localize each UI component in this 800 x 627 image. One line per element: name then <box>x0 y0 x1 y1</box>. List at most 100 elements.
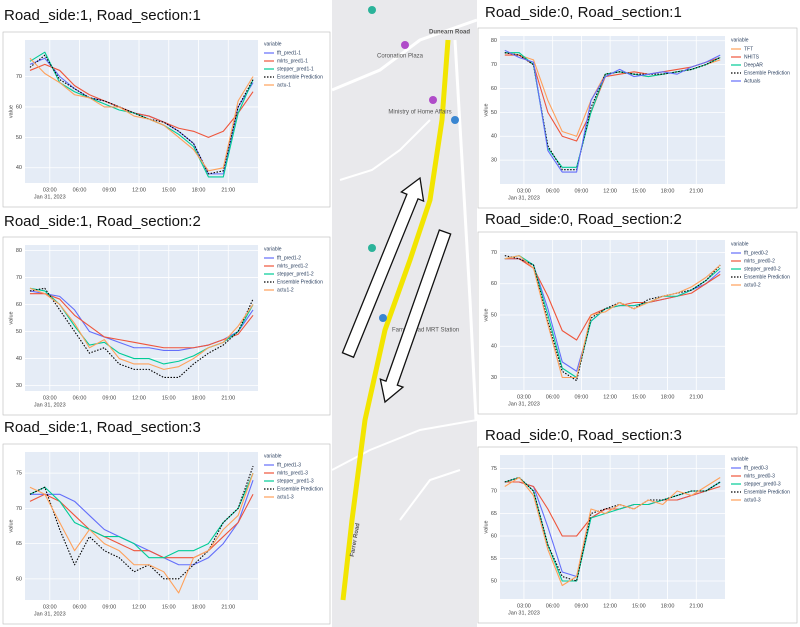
legend-label: Ensemble Prediction <box>277 279 323 285</box>
y-tick-label: 70 <box>491 62 497 68</box>
x-tick-label: 12:00 <box>603 603 617 609</box>
x-tick-label: 21:00 <box>689 603 703 609</box>
map-label: Farrer Road MRT Station <box>392 328 459 334</box>
legend-label: stepper_pred1-2 <box>277 271 314 277</box>
map-pin <box>451 116 459 124</box>
y-tick-label: 65 <box>16 541 22 547</box>
legend-label: TFT <box>744 46 753 52</box>
legend-label: DeepAR <box>744 62 763 68</box>
plot-area <box>25 40 258 183</box>
x-tick-label: 12:00 <box>132 604 146 610</box>
y-tick-label: 55 <box>491 556 497 562</box>
x-tick-label: 09:00 <box>575 603 589 609</box>
y-tick-label: 60 <box>491 533 497 539</box>
legend-label: stepper_pred0-3 <box>744 481 781 487</box>
series-line <box>29 472 254 594</box>
y-tick-label: 70 <box>16 275 22 281</box>
legend-label: stepper_pred1-1 <box>277 66 314 72</box>
map: Dunearn Road Coronation Plaza Ministry o… <box>331 0 478 627</box>
chart-title: Road_side:1, Road_section:2 <box>4 213 201 230</box>
y-tick-label: 65 <box>491 511 497 517</box>
legend-label: fft_pred1-2 <box>277 255 301 261</box>
legend-label: mlrts_pred1-3 <box>277 470 308 476</box>
x-tick-label: 18:00 <box>192 604 206 610</box>
x-tick-label: 06:00 <box>546 188 560 194</box>
map-pin <box>429 96 437 104</box>
y-axis-label: value <box>483 520 489 533</box>
y-tick-label: 50 <box>16 329 22 335</box>
y-axis-label: value <box>8 519 14 532</box>
x-tick-label: 06:00 <box>546 394 560 400</box>
legend-label: Ensemble Prediction <box>277 486 323 492</box>
series-line <box>29 480 254 566</box>
y-tick-label: 75 <box>491 466 497 472</box>
x-tick-label: 15:00 <box>632 394 646 400</box>
x-tick-label: 18:00 <box>661 603 675 609</box>
legend-label: actu0-3 <box>744 497 761 503</box>
chart-title: Road_side:0, Road_section:2 <box>485 211 682 228</box>
direction-arrow <box>379 229 452 404</box>
legend-label: fft_pred0-3 <box>744 465 768 471</box>
series-line <box>29 287 254 379</box>
x-tick-label: 18:00 <box>661 394 675 400</box>
direction-arrow <box>341 176 425 359</box>
series-line <box>29 63 254 138</box>
map-background <box>332 0 477 627</box>
y-tick-label: 40 <box>16 165 22 171</box>
x-tick-label: 03:00 <box>43 187 57 193</box>
legend-label: mlrts_pred1-1 <box>277 58 308 64</box>
x-tick-label: 09:00 <box>102 395 116 401</box>
map-pin <box>401 41 409 49</box>
series-line <box>29 287 254 370</box>
y-tick-label: 50 <box>491 578 497 584</box>
legend-title: variable <box>264 246 282 252</box>
chart-title: Road_side:0, Road_section:1 <box>485 4 682 21</box>
y-axis-label: value <box>483 103 489 116</box>
x-tick-label: 18:00 <box>192 395 206 401</box>
legend-title: variable <box>731 37 749 43</box>
legend-label: actu-1 <box>277 82 291 88</box>
series-line <box>504 49 721 173</box>
legend-title: variable <box>731 456 749 462</box>
x-tick-label: 03:00 <box>517 394 531 400</box>
legend-label: actu0-2 <box>744 282 761 288</box>
legend-label: Ensemble Prediction <box>277 74 323 80</box>
map-road <box>453 39 478 421</box>
y-tick-label: 30 <box>16 383 22 389</box>
map-road <box>331 18 478 92</box>
legend-label: mlrts_pred1-2 <box>277 263 308 269</box>
x-tick-label: 03:00 <box>517 188 531 194</box>
y-tick-label: 75 <box>16 471 22 477</box>
legend-title: variable <box>731 241 749 247</box>
y-tick-label: 70 <box>16 74 22 80</box>
legend-title: variable <box>264 453 282 459</box>
legend-label: actu1-3 <box>277 494 294 500</box>
x-tick-label: 15:00 <box>162 604 176 610</box>
series-line <box>504 476 721 587</box>
y-tick-label: 70 <box>491 250 497 256</box>
map-label: Ministry of Home Affairs <box>388 110 451 116</box>
y-axis-label: value <box>483 308 489 321</box>
x-date-label: Jan 31, 2023 <box>508 610 540 616</box>
x-tick-label: 09:00 <box>102 187 116 193</box>
map-pin <box>368 6 376 14</box>
x-tick-label: 15:00 <box>162 187 176 193</box>
x-tick-label: 03:00 <box>43 604 57 610</box>
plot-area <box>500 36 725 184</box>
legend-label: actu1-2 <box>277 287 294 293</box>
y-tick-label: 80 <box>491 38 497 44</box>
y-tick-label: 60 <box>16 302 22 308</box>
y-tick-label: 50 <box>491 312 497 318</box>
map-pin <box>368 244 376 252</box>
x-tick-label: 06:00 <box>73 187 87 193</box>
series-line <box>29 51 254 178</box>
series-line <box>504 54 721 142</box>
x-tick-label: 06:00 <box>73 395 87 401</box>
series-line <box>29 465 254 580</box>
y-axis-label: value <box>8 311 14 324</box>
x-tick-label: 06:00 <box>73 604 87 610</box>
legend-label: fft_pred1-1 <box>277 50 301 56</box>
legend-label: stepper_pred1-3 <box>277 478 314 484</box>
x-date-label: Jan 31, 2023 <box>34 194 66 200</box>
